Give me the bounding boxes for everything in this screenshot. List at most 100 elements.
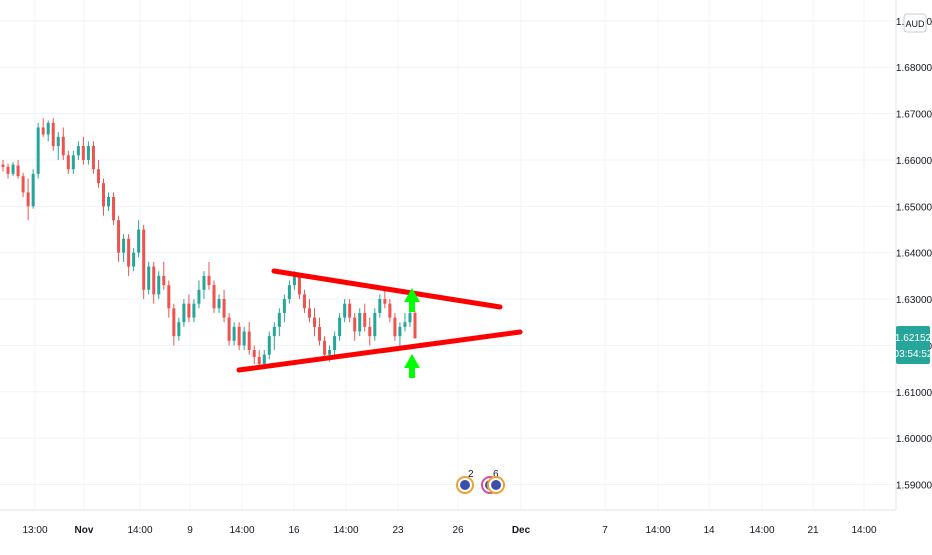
event-marker[interactable]: 2	[456, 469, 474, 494]
time-tick-label: Dec	[512, 525, 531, 536]
candle	[142, 224, 146, 300]
candle-body	[313, 317, 317, 327]
countdown-timer: 03:54:52	[894, 349, 932, 360]
time-tick-label: 13:00	[22, 525, 47, 536]
price-tick-label: 1.61000	[896, 388, 932, 399]
candle	[46, 120, 50, 142]
candle	[413, 310, 417, 339]
candle	[112, 192, 116, 225]
price-tick-label: 1.68000	[896, 63, 932, 74]
candle-body	[36, 127, 40, 174]
price-tick-label: 1.66000	[896, 156, 932, 167]
candle-body	[282, 299, 286, 313]
candle	[197, 280, 201, 309]
candle-body	[277, 312, 281, 327]
event-marker[interactable]	[487, 476, 505, 494]
candle-body	[247, 331, 251, 351]
currency-button[interactable]: AUD	[903, 13, 927, 33]
candle-body	[378, 299, 382, 313]
candle	[383, 289, 387, 309]
candle-body	[363, 312, 367, 327]
candle-body	[76, 146, 80, 156]
time-axis-panel[interactable]	[0, 510, 932, 550]
time-tick-label: 14:00	[851, 525, 876, 536]
candle	[157, 271, 161, 300]
candle-body	[272, 326, 276, 337]
candle	[217, 294, 221, 313]
candle	[252, 345, 256, 364]
event-markers[interactable]: 2 6	[456, 469, 505, 494]
grid	[0, 0, 896, 510]
candle	[16, 159, 20, 179]
candle-body	[297, 275, 301, 295]
candle	[307, 299, 311, 323]
candle	[81, 136, 85, 165]
candle-body	[177, 322, 181, 337]
candle-body	[388, 303, 392, 318]
candle-body	[117, 220, 121, 253]
candle-body	[307, 308, 311, 318]
price-tick-label: 1.63000	[896, 295, 932, 306]
candle-body	[1, 164, 5, 167]
candle-body	[122, 238, 126, 253]
candle-body	[197, 289, 201, 304]
candle-body	[368, 326, 372, 337]
candle	[137, 220, 141, 258]
candle	[31, 169, 35, 209]
candle-body	[192, 303, 196, 318]
currency-label: AUD	[905, 19, 925, 29]
candle-body	[137, 229, 141, 253]
candle	[272, 322, 276, 351]
candle	[363, 303, 367, 332]
candle	[368, 317, 372, 346]
candle	[61, 127, 65, 160]
candle	[202, 271, 206, 300]
time-tick-label: 14:00	[645, 525, 670, 536]
candle	[1, 159, 5, 172]
candle-body	[182, 303, 186, 323]
time-tick-label: 16	[288, 525, 300, 536]
upper-trendline[interactable]	[271, 268, 503, 310]
candle-body	[338, 317, 342, 337]
candle	[187, 294, 191, 323]
candle-body	[31, 173, 35, 207]
candle-body	[287, 285, 291, 300]
price-tick-label: 1.60000	[896, 434, 932, 445]
candle-body	[56, 136, 60, 147]
lower-trendline[interactable]	[236, 329, 523, 373]
candle-body	[91, 146, 95, 170]
candle-body	[187, 303, 191, 318]
candle	[11, 162, 15, 177]
candle	[117, 215, 121, 262]
candle-body	[61, 136, 65, 156]
candle-body	[333, 336, 337, 351]
candle	[242, 326, 246, 351]
candle-body	[348, 303, 352, 318]
last-price-label: 1.62152 03:54:52	[894, 326, 932, 364]
price-axis-panel[interactable]	[896, 0, 932, 510]
candle	[51, 118, 55, 151]
candle-body	[157, 275, 161, 295]
up-arrow-icon	[404, 288, 420, 312]
candle-body	[147, 266, 151, 290]
candle-body	[252, 350, 256, 357]
candle-body	[343, 303, 347, 318]
candle	[403, 312, 407, 332]
candle-body	[323, 340, 327, 355]
candle-body	[112, 197, 116, 221]
candle	[237, 322, 241, 351]
candle-body	[242, 331, 246, 346]
candle	[378, 294, 382, 318]
candle	[192, 299, 196, 323]
candle-body	[81, 146, 85, 160]
candle	[212, 280, 216, 313]
candle-body	[302, 294, 306, 309]
candle-body	[398, 326, 402, 337]
candle-body	[353, 317, 357, 332]
candle	[302, 289, 306, 313]
time-tick-label: 21	[807, 525, 819, 536]
candle-body	[403, 322, 407, 327]
time-axis[interactable]: 13:00 Nov 14:00 9 14:00 16 14:00 23 26 Dec 7 14:00 1…	[22, 525, 876, 536]
